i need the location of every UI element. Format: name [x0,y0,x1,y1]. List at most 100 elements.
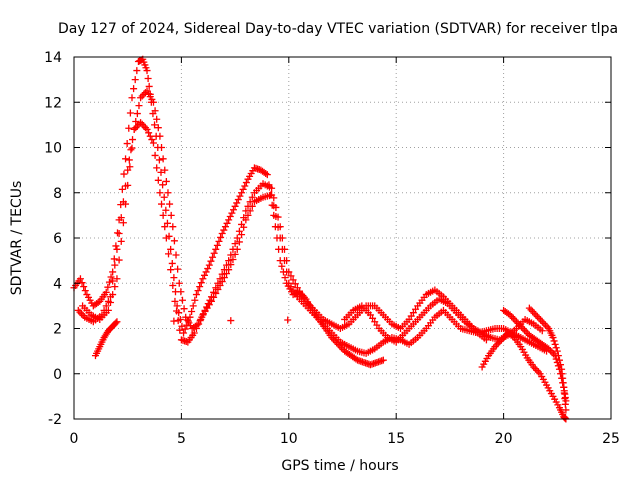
data-point [223,270,231,278]
data-point [158,200,166,208]
data-point [522,328,530,336]
data-point [218,278,226,286]
data-point [170,237,178,245]
data-point [78,279,86,287]
data-point [171,297,179,305]
x-tick-label: 25 [602,431,620,447]
data-point [180,329,188,337]
data-point [125,124,133,132]
data-point [289,276,297,284]
data-point [202,268,210,276]
data-point [231,250,239,258]
data-point [525,304,533,312]
data-point [145,129,153,137]
data-point [117,237,125,245]
data-point [140,122,148,130]
data-point [80,283,88,291]
data-point [141,89,149,97]
data-point [188,308,196,316]
data-point [240,223,248,231]
data-point [531,365,539,373]
data-point [141,124,149,132]
data-point [272,213,280,221]
data-point [189,302,197,310]
data-point [537,316,545,324]
data-point [509,314,517,322]
data-point [155,156,163,164]
data-point [268,184,276,192]
data-point [200,271,208,279]
data-point [154,124,162,132]
data-point [105,278,113,286]
data-point [131,76,139,84]
data-point [115,229,123,237]
data-point [81,287,89,295]
data-point [111,261,119,269]
data-point [557,361,565,369]
data-point [562,406,570,414]
data-point [227,261,235,269]
data-point [160,193,168,201]
x-tick-label: 10 [280,431,298,447]
y-tick-label: 6 [53,231,62,247]
data-point [151,121,159,129]
data-point [133,122,141,130]
data-point [128,144,136,152]
data-point [274,223,282,231]
data-point [157,168,165,176]
data-point [268,191,276,199]
y-tick-labels: -2 0 2 4 6 8 10 12 14 [44,50,62,428]
data-point [209,253,217,261]
data-point [159,181,167,189]
data-point [107,293,115,301]
data-point [161,166,169,174]
data-point [218,229,226,237]
series-satellite-track-D [91,295,546,360]
data-point [110,255,118,263]
data-point [169,282,177,290]
data-point [223,219,231,227]
data-point [159,155,167,163]
data-point [248,193,256,201]
series-satellite-track-G [525,304,570,414]
data-point [109,268,117,276]
data-point [113,245,121,253]
data-point [135,102,143,110]
data-point [227,317,235,325]
data-point [156,132,164,140]
data-point [129,136,137,144]
data-point [76,275,84,283]
data-point [133,67,141,75]
data-point [207,257,215,265]
data-point [535,314,543,322]
x-tick-label: 20 [495,431,513,447]
data-point [177,288,185,296]
data-point [149,98,157,106]
data-point [278,262,286,270]
data-point [210,249,218,257]
data-point [548,348,556,356]
x-tick-labels: 0 5 10 15 20 25 [70,431,620,447]
y-tick-label: 8 [53,186,62,202]
data-point [207,297,215,305]
chart-title: Day 127 of 2024, Sidereal Day-to-day VTE… [58,21,618,37]
data-point [154,176,162,184]
data-point [549,334,557,342]
data-point [197,315,205,323]
data-point [162,234,170,242]
data-point [379,356,387,364]
data-point [124,166,132,174]
data-point [530,309,538,317]
data-point [144,74,152,82]
data-point [509,332,517,340]
data-point [262,170,270,178]
data-point [233,234,241,242]
data-point [78,310,86,318]
data-point [164,189,172,197]
data-point [167,266,175,274]
data-point [158,144,166,151]
data-point [204,265,212,273]
x-tick-label: 5 [177,431,186,447]
data-point [194,287,202,295]
